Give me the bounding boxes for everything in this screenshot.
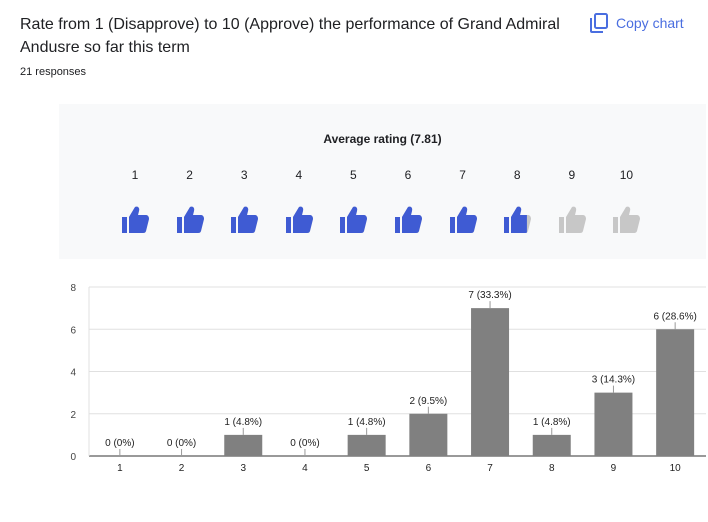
y-tick-label: 4 (70, 368, 76, 379)
scale-label-3: 3 (240, 168, 248, 182)
response-count: 21 responses (20, 66, 87, 78)
y-tick-label: 0 (70, 452, 76, 463)
copy-icon (590, 13, 608, 33)
thumbs-up-icon (176, 206, 204, 233)
question-title: Rate from 1 (Disapprove) to 10 (Approve)… (20, 16, 560, 56)
thumbs-up-icon (504, 206, 532, 233)
bar-3 (224, 434, 263, 456)
thumbs-up-icon (231, 206, 259, 233)
y-tick-label: 2 (70, 410, 76, 421)
scale-label-9: 9 (568, 168, 576, 182)
thumbs-up-icon (613, 206, 641, 233)
y-tick-label: 8 (70, 283, 76, 294)
x-tick-label: 5 (364, 463, 370, 474)
scale-label-4: 4 (295, 168, 303, 182)
scale-label-6: 6 (404, 168, 412, 182)
scale-label-2: 2 (186, 168, 193, 182)
scale-label-5: 5 (350, 168, 357, 182)
x-tick-label: 2 (179, 463, 185, 474)
scale-label-10: 10 (619, 168, 634, 182)
scale-label-7: 7 (459, 168, 466, 182)
x-tick-label: 6 (426, 463, 432, 474)
y-tick-label: 6 (70, 325, 76, 336)
bar-7 (471, 308, 510, 456)
data-label: 2 (9.5%) (409, 396, 447, 407)
data-label: 1 (4.8%) (533, 417, 571, 428)
x-tick-label: 10 (670, 463, 682, 474)
x-tick-label: 4 (302, 463, 308, 474)
x-tick-label: 1 (117, 463, 123, 474)
x-tick-label: 3 (240, 463, 246, 474)
data-label: 1 (4.8%) (348, 417, 386, 428)
bar-9 (594, 392, 633, 456)
copy-chart-button[interactable]: Copy chart (590, 10, 684, 36)
data-label: 3 (14.3%) (592, 375, 635, 386)
data-label: 0 (0%) (290, 438, 319, 449)
bar-8 (532, 434, 571, 456)
scale-label-1: 1 (131, 168, 139, 182)
bar-5 (347, 434, 386, 456)
thumbs-up-icon (122, 206, 149, 233)
thumbs-up-icon (285, 206, 313, 233)
bar-6 (409, 413, 448, 456)
average-rating-label: Average rating (7.81) (323, 132, 442, 146)
thumbs-up-icon (449, 206, 477, 233)
data-label: 6 (28.6%) (653, 311, 696, 322)
bar-10 (656, 329, 695, 456)
data-label: 7 (33.3%) (468, 290, 511, 301)
data-label: 0 (0%) (167, 438, 196, 449)
response-bar-chart: 0 2 4 6 8 0 (0%) 1 0 (0%) 2 1 (4.8%) 3 0 (0%) 4 1 (4.… (70, 283, 706, 474)
thumbs-up-icon (340, 206, 368, 233)
scale-label-8: 8 (513, 168, 521, 182)
data-label: 1 (4.8%) (224, 417, 262, 428)
thumbs-up-icon (558, 206, 586, 233)
x-tick-label: 8 (549, 463, 555, 474)
thumbs-up-icon (395, 206, 422, 233)
average-rating-panel: Average rating (7.81) 1 2 3 4 5 6 7 8 9 10 (59, 104, 706, 259)
data-label: 0 (0%) (105, 438, 134, 449)
copy-chart-label: Copy chart (616, 15, 684, 31)
x-tick-label: 7 (487, 463, 493, 474)
x-tick-label: 9 (611, 463, 617, 474)
